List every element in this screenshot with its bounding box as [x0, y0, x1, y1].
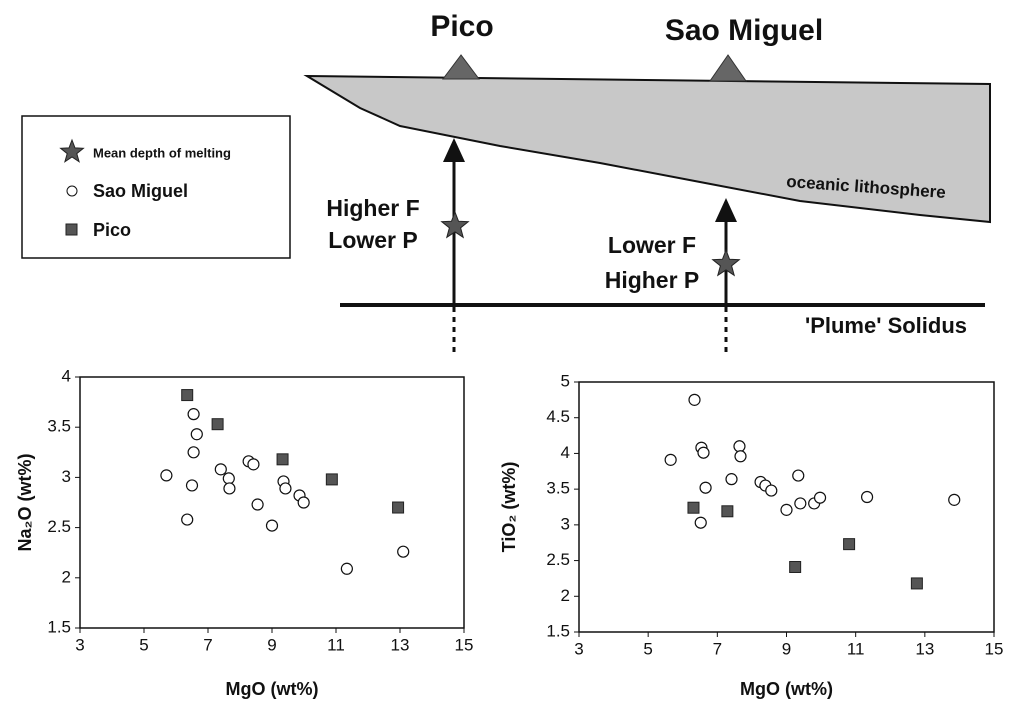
legend-label: Mean depth of melting: [93, 145, 231, 160]
point: [392, 501, 405, 514]
annotation: Lower P: [328, 227, 417, 253]
arrow-head: [715, 198, 737, 222]
annotation: Higher P: [605, 267, 700, 293]
y-tick-label: 4: [561, 443, 570, 462]
point: [664, 453, 677, 466]
point: [214, 463, 227, 476]
x-tick-label: 7: [203, 635, 212, 654]
x-tick-label: 9: [267, 635, 276, 654]
y-tick-label: 2.5: [47, 517, 71, 536]
point: [265, 519, 279, 532]
point: [721, 505, 734, 518]
point: [222, 472, 235, 485]
star: [440, 210, 470, 239]
legend-label: Sao Miguel: [93, 181, 188, 201]
point: [211, 418, 224, 431]
x-axis-title: MgO (wt%): [740, 679, 833, 699]
volcano-label: Sao Miguel: [665, 14, 823, 47]
point: [190, 428, 203, 441]
y-tick-label: 1.5: [47, 617, 71, 636]
y-tick-label: 5: [561, 371, 570, 390]
x-tick-label: 13: [391, 635, 410, 654]
point: [765, 484, 778, 497]
x-tick-label: 3: [574, 639, 583, 658]
volcano: [709, 54, 747, 82]
point: [185, 479, 199, 492]
x-tick-label: 13: [915, 639, 934, 658]
point: [181, 389, 194, 402]
y-tick-label: 4: [62, 366, 71, 385]
point: [223, 482, 236, 495]
y-tick-label: 3.5: [546, 479, 570, 498]
y-tick-label: 3.5: [47, 417, 71, 436]
x-axis-title: MgO (wt%): [226, 679, 319, 699]
y-axis-title: Na₂O (wt%): [15, 453, 35, 551]
point: [910, 577, 923, 590]
x-tick-label: 11: [327, 635, 345, 654]
x-tick-label: 9: [782, 639, 791, 658]
annotation: Lower F: [608, 232, 696, 258]
y-tick-label: 2.5: [546, 550, 570, 569]
solidus-label: 'Plume' Solidus: [805, 313, 967, 338]
point: [699, 481, 712, 494]
point: [948, 493, 961, 506]
legend-label: Pico: [93, 220, 131, 240]
volcano-label: Pico: [430, 10, 493, 43]
point: [247, 458, 260, 471]
point: [687, 501, 700, 514]
y-tick-label: 2: [62, 567, 71, 586]
point: [279, 482, 292, 495]
x-tick-label: 7: [713, 639, 722, 658]
x-tick-label: 5: [643, 639, 652, 658]
x-tick-label: 11: [847, 639, 865, 658]
plot-frame: [79, 376, 465, 629]
legend-symbol: [66, 185, 78, 197]
y-tick-label: 3: [62, 467, 71, 486]
y-tick-label: 1.5: [546, 621, 570, 640]
point: [187, 446, 200, 459]
arrow-head: [443, 138, 465, 162]
x-tick-label: 3: [75, 635, 84, 654]
star: [711, 248, 741, 277]
point: [325, 473, 338, 486]
y-tick-label: 2: [561, 586, 570, 605]
point: [187, 408, 200, 421]
point: [251, 498, 264, 511]
point: [792, 469, 805, 482]
point: [794, 497, 807, 510]
point: [297, 496, 310, 509]
point: [780, 503, 793, 516]
legend-symbol: [65, 223, 78, 236]
y-tick-label: 4.5: [546, 407, 570, 426]
x-tick-label: 15: [455, 635, 474, 654]
x-tick-label: 15: [985, 639, 1004, 658]
point: [160, 469, 173, 482]
point: [734, 450, 747, 463]
point: [276, 453, 289, 466]
star: [59, 138, 85, 163]
volcano: [442, 54, 480, 80]
y-tick-label: 3: [561, 514, 570, 533]
point: [789, 561, 802, 573]
point: [694, 516, 707, 529]
x-tick-label: 5: [139, 635, 148, 654]
y-axis-title: TiO₂ (wt%): [499, 462, 519, 553]
annotation: Higher F: [326, 195, 419, 221]
point: [813, 491, 827, 504]
point: [860, 490, 874, 504]
point: [688, 393, 701, 406]
point: [697, 446, 710, 459]
point: [181, 513, 194, 526]
point: [733, 440, 746, 453]
point: [397, 545, 410, 558]
point: [725, 473, 738, 486]
lithosphere: [303, 74, 991, 224]
point: [843, 538, 856, 551]
point: [340, 562, 353, 575]
